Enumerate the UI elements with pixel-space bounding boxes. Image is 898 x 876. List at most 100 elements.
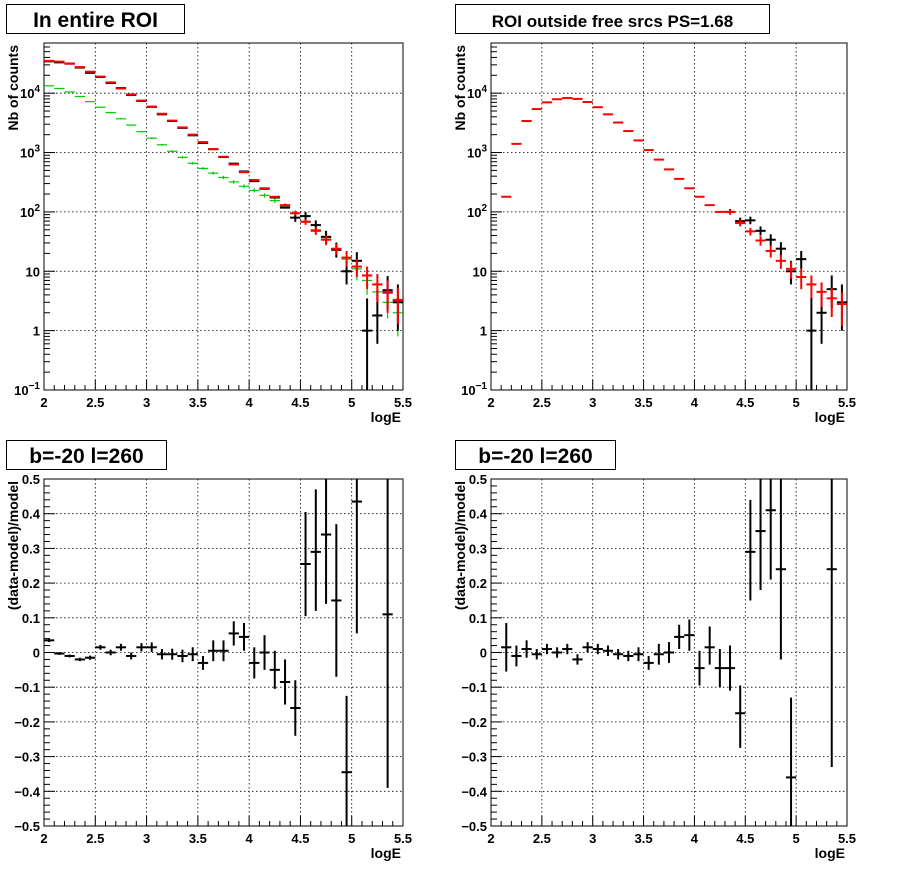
tick-exponent: 3 — [34, 144, 40, 155]
data-point — [633, 647, 644, 662]
data-point — [806, 275, 817, 299]
tick-base: 10 — [20, 205, 34, 220]
tick-base: 10 — [14, 383, 28, 398]
data-point — [197, 167, 209, 170]
title-text: b=-20 l=260 — [478, 445, 592, 468]
data-point — [136, 130, 147, 133]
x-tick-label: 5.5 — [394, 831, 412, 846]
tick-exponent: 2 — [481, 203, 487, 214]
data-point — [156, 649, 168, 660]
data-point — [238, 184, 250, 189]
data-point — [115, 643, 127, 651]
y-tick-label: 1 — [33, 324, 40, 339]
tick-base: 10 — [461, 383, 475, 398]
data-point — [105, 112, 116, 114]
data-point — [663, 642, 675, 663]
title-box — [455, 4, 770, 34]
y-tick-label: 0.3 — [469, 541, 487, 556]
data-point — [755, 226, 766, 236]
y-tick-label: −0.4 — [14, 784, 40, 799]
data-point — [290, 680, 301, 736]
y-tick-label: −0.2 — [14, 715, 40, 730]
x-tick-label: 2 — [487, 831, 494, 846]
data-point — [613, 649, 624, 660]
data-point — [372, 273, 383, 303]
data-point — [351, 259, 362, 278]
data-point — [826, 479, 837, 768]
grid — [44, 479, 403, 826]
x-axis — [490, 816, 848, 826]
data-point — [300, 219, 311, 225]
data-point — [745, 227, 756, 236]
x-tick-label: 2 — [40, 831, 47, 846]
data-point — [796, 250, 807, 269]
data-point — [836, 292, 847, 326]
x-tick-label: 2.5 — [533, 395, 551, 410]
y-tick-label: 0.5 — [22, 472, 40, 487]
tick-base: 10 — [20, 146, 34, 161]
data-point — [228, 621, 239, 646]
data-point — [341, 250, 352, 267]
data-point — [126, 124, 137, 126]
data-point — [755, 236, 766, 246]
data-point — [126, 652, 137, 660]
data-point — [816, 282, 827, 308]
x-tick-label: 3.5 — [635, 395, 653, 410]
data-point — [694, 650, 705, 686]
y-tick-label: 1 — [480, 324, 487, 339]
data-point — [249, 188, 260, 193]
chart-svg: ROI outside free srcs PS=1.68 2 2.5 3 3.5 4 4.… — [452, 4, 856, 425]
data-point — [785, 697, 797, 826]
y-axis — [491, 42, 502, 391]
data-point — [310, 227, 321, 235]
data-point — [54, 652, 65, 655]
x-axis — [43, 816, 404, 826]
data-point — [177, 156, 188, 159]
data-point — [85, 655, 96, 660]
data-point — [623, 650, 634, 662]
data-point — [521, 640, 532, 658]
data-point — [735, 220, 746, 227]
y-tick-label: 10 — [26, 264, 40, 279]
x-axis — [490, 380, 848, 390]
x-axis — [43, 380, 404, 390]
data-point — [775, 242, 786, 257]
data-point — [361, 266, 373, 290]
data-point — [136, 643, 147, 652]
x-tick-label: 3 — [143, 831, 150, 846]
data-point — [674, 624, 685, 650]
y-tick-label: 10−1 — [461, 381, 487, 398]
y-axis — [44, 478, 55, 827]
residual-panel-right: b=-20 l=260 2 2.5 3 3.5 4 4.5 5 5.5 logE −0.5 −0.4 −… — [449, 436, 898, 876]
data-point — [745, 216, 756, 225]
data-point — [724, 209, 736, 215]
data-point — [653, 643, 664, 665]
data-point — [300, 212, 311, 221]
title-box — [455, 440, 616, 470]
series-1 — [501, 96, 847, 326]
tick-base: 10 — [20, 86, 34, 101]
y-tick-label: 0.4 — [469, 507, 488, 522]
data-point — [95, 644, 106, 650]
chart-title: In entire ROI — [6, 4, 185, 34]
data-point — [167, 648, 178, 660]
data-point — [724, 645, 736, 691]
series-3 — [44, 59, 403, 324]
y-tick-label: 0.3 — [22, 541, 40, 556]
data-point — [552, 647, 563, 658]
y-tick-label: −0.5 — [461, 819, 487, 834]
y-axis-label: Nb of counts — [452, 45, 468, 131]
chart-title: b=-20 l=260 — [6, 440, 167, 470]
y-tick-label: 0.5 — [469, 472, 487, 487]
data-point — [785, 261, 797, 279]
series-0 — [724, 208, 847, 390]
counts-panel-outside-free-srcs: ROI outside free srcs PS=1.68 2 2.5 3 3.5 4 4.… — [449, 0, 898, 441]
data-point — [146, 137, 157, 140]
data-point — [156, 143, 168, 146]
grid — [491, 43, 847, 390]
tick-base: 10 — [467, 146, 481, 161]
data-point — [826, 287, 837, 317]
data-point — [208, 171, 219, 175]
tick-exponent: −1 — [476, 381, 488, 392]
